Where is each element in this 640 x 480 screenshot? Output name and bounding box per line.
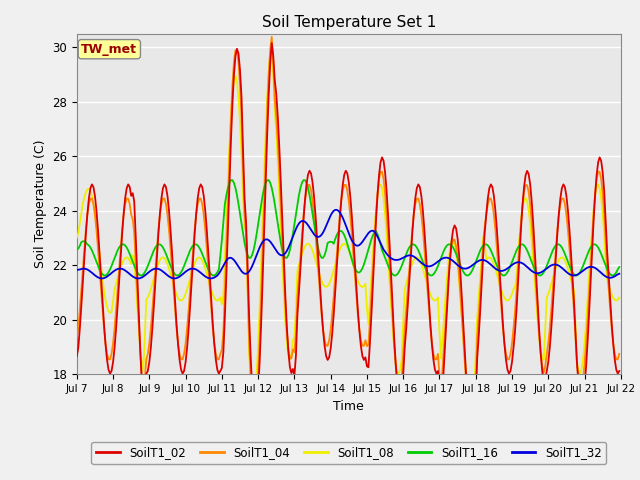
X-axis label: Time: Time [333,400,364,413]
Y-axis label: Soil Temperature (C): Soil Temperature (C) [33,140,47,268]
Text: TW_met: TW_met [81,43,138,56]
Title: Soil Temperature Set 1: Soil Temperature Set 1 [262,15,436,30]
Legend: SoilT1_02, SoilT1_04, SoilT1_08, SoilT1_16, SoilT1_32: SoilT1_02, SoilT1_04, SoilT1_08, SoilT1_… [92,442,606,464]
